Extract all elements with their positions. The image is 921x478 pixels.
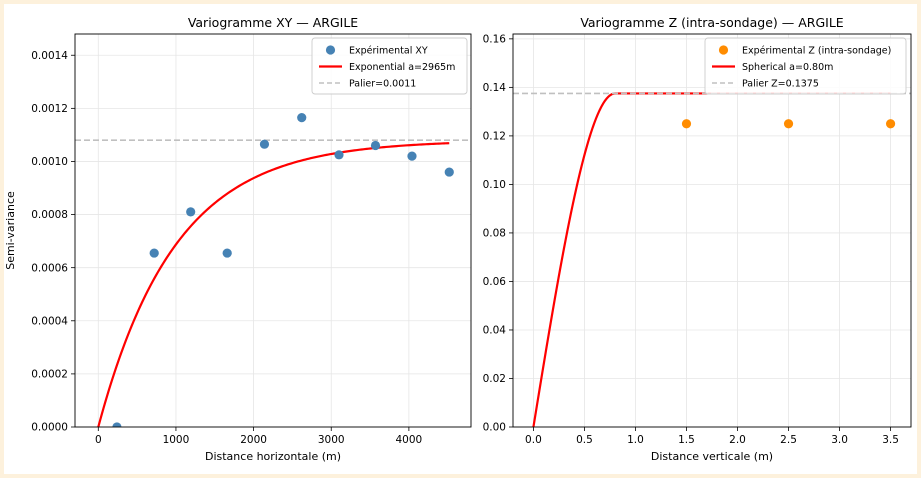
chart-panel-1: 0 1000 2000 3000 4000 0.0000 0.0002 0.0004 0.000… bbox=[4, 15, 472, 463]
y-tick-label: 0.04 bbox=[483, 325, 507, 337]
legend-box bbox=[704, 37, 907, 95]
model-curve bbox=[532, 92, 891, 427]
x-tick-label: 2000 bbox=[240, 434, 267, 446]
x-axis-label: Distance verticale (m) bbox=[651, 450, 773, 463]
chart-title: Variogramme XY — ARGILE bbox=[188, 15, 358, 30]
x-tick-label: 4000 bbox=[396, 434, 423, 446]
y-tick-label: 0.02 bbox=[483, 373, 506, 385]
x-tick-label: 1.0 bbox=[627, 434, 644, 446]
x-tick-label: 2.5 bbox=[780, 434, 797, 446]
x-axis-label: Distance horizontale (m) bbox=[205, 450, 341, 463]
data-point bbox=[259, 139, 270, 149]
y-tick-label: 0.10 bbox=[483, 179, 506, 191]
data-point bbox=[370, 140, 381, 151]
x-tick-label: 0.0 bbox=[525, 434, 542, 446]
data-point bbox=[149, 248, 159, 258]
y-tick-label: 0.0010 bbox=[31, 156, 68, 168]
legend-label: Expérimental Z (intra-sondage) bbox=[742, 45, 891, 56]
plot-area bbox=[75, 113, 471, 427]
data-point bbox=[407, 151, 417, 161]
chart-panel-2: 0.0 0.5 1.0 1.5 2.0 2.5 3.0 3.5 0.00 0.02 0.04 0.06… bbox=[483, 15, 912, 463]
data-point bbox=[222, 248, 232, 258]
y-tick-label: 0.12 bbox=[483, 130, 506, 142]
figure: 0 1000 2000 3000 4000 0.0000 0.0002 0.0004 0.000… bbox=[4, 4, 917, 474]
y-tick-label: 0.14 bbox=[483, 82, 507, 94]
y-tick-label: 0.06 bbox=[483, 276, 507, 288]
axes-frame bbox=[74, 33, 472, 428]
data-point bbox=[444, 167, 454, 177]
x-tick-label: 3000 bbox=[318, 434, 345, 446]
x-tick-label: 3.0 bbox=[831, 434, 848, 446]
legend-label: Palier=0.0011 bbox=[349, 78, 416, 89]
data-point bbox=[112, 422, 122, 427]
legend-marker bbox=[325, 45, 336, 55]
x-tick-label: 1000 bbox=[163, 434, 190, 446]
data-point bbox=[186, 207, 196, 217]
legend-box bbox=[311, 37, 468, 95]
y-tick-label: 0.00 bbox=[483, 422, 506, 434]
x-tick-label: 2.0 bbox=[729, 434, 746, 446]
legend-label: Palier Z=0.1375 bbox=[742, 78, 819, 89]
y-tick-label: 0.0012 bbox=[31, 103, 68, 115]
y-tick-label: 0.0002 bbox=[31, 368, 68, 380]
x-tick-label: 3.5 bbox=[882, 434, 899, 446]
y-tick-label: 0.0008 bbox=[31, 209, 68, 221]
y-tick-label: 0.0004 bbox=[31, 315, 68, 327]
axes-frame bbox=[512, 33, 912, 428]
x-tick-label: 1.5 bbox=[678, 434, 695, 446]
y-axis-label: Semi-variance bbox=[4, 191, 17, 270]
plot-area bbox=[513, 92, 911, 427]
legend: Expérimental XY Exponential a=2965m Palier… bbox=[311, 37, 468, 95]
x-tick-label: 0 bbox=[95, 434, 102, 446]
y-tick-label: 0.0014 bbox=[31, 50, 68, 62]
legend-label: Expérimental XY bbox=[349, 45, 428, 56]
data-point bbox=[885, 119, 896, 129]
data-point bbox=[783, 119, 794, 129]
legend: Expérimental Z (intra-sondage) Spherical … bbox=[704, 37, 907, 95]
legend-label: Exponential a=2965m bbox=[349, 62, 455, 73]
data-point bbox=[297, 113, 307, 123]
legend-label: Spherical a=0.80m bbox=[742, 62, 833, 73]
y-tick-label: 0.08 bbox=[483, 228, 506, 240]
y-tick-label: 0.0006 bbox=[31, 262, 68, 274]
chart-figure: 0 1000 2000 3000 40000.00000.00020.00040.000… bbox=[4, 15, 912, 463]
y-tick-label: 0.16 bbox=[483, 33, 507, 45]
data-point bbox=[334, 150, 344, 160]
y-tick-label: 0.0000 bbox=[31, 422, 68, 434]
chart-title: Variogramme Z (intra-sondage) — ARGILE bbox=[580, 15, 843, 30]
model-curve bbox=[97, 142, 450, 427]
data-point bbox=[681, 119, 692, 129]
legend-marker bbox=[718, 45, 729, 55]
x-tick-label: 0.5 bbox=[576, 434, 593, 446]
